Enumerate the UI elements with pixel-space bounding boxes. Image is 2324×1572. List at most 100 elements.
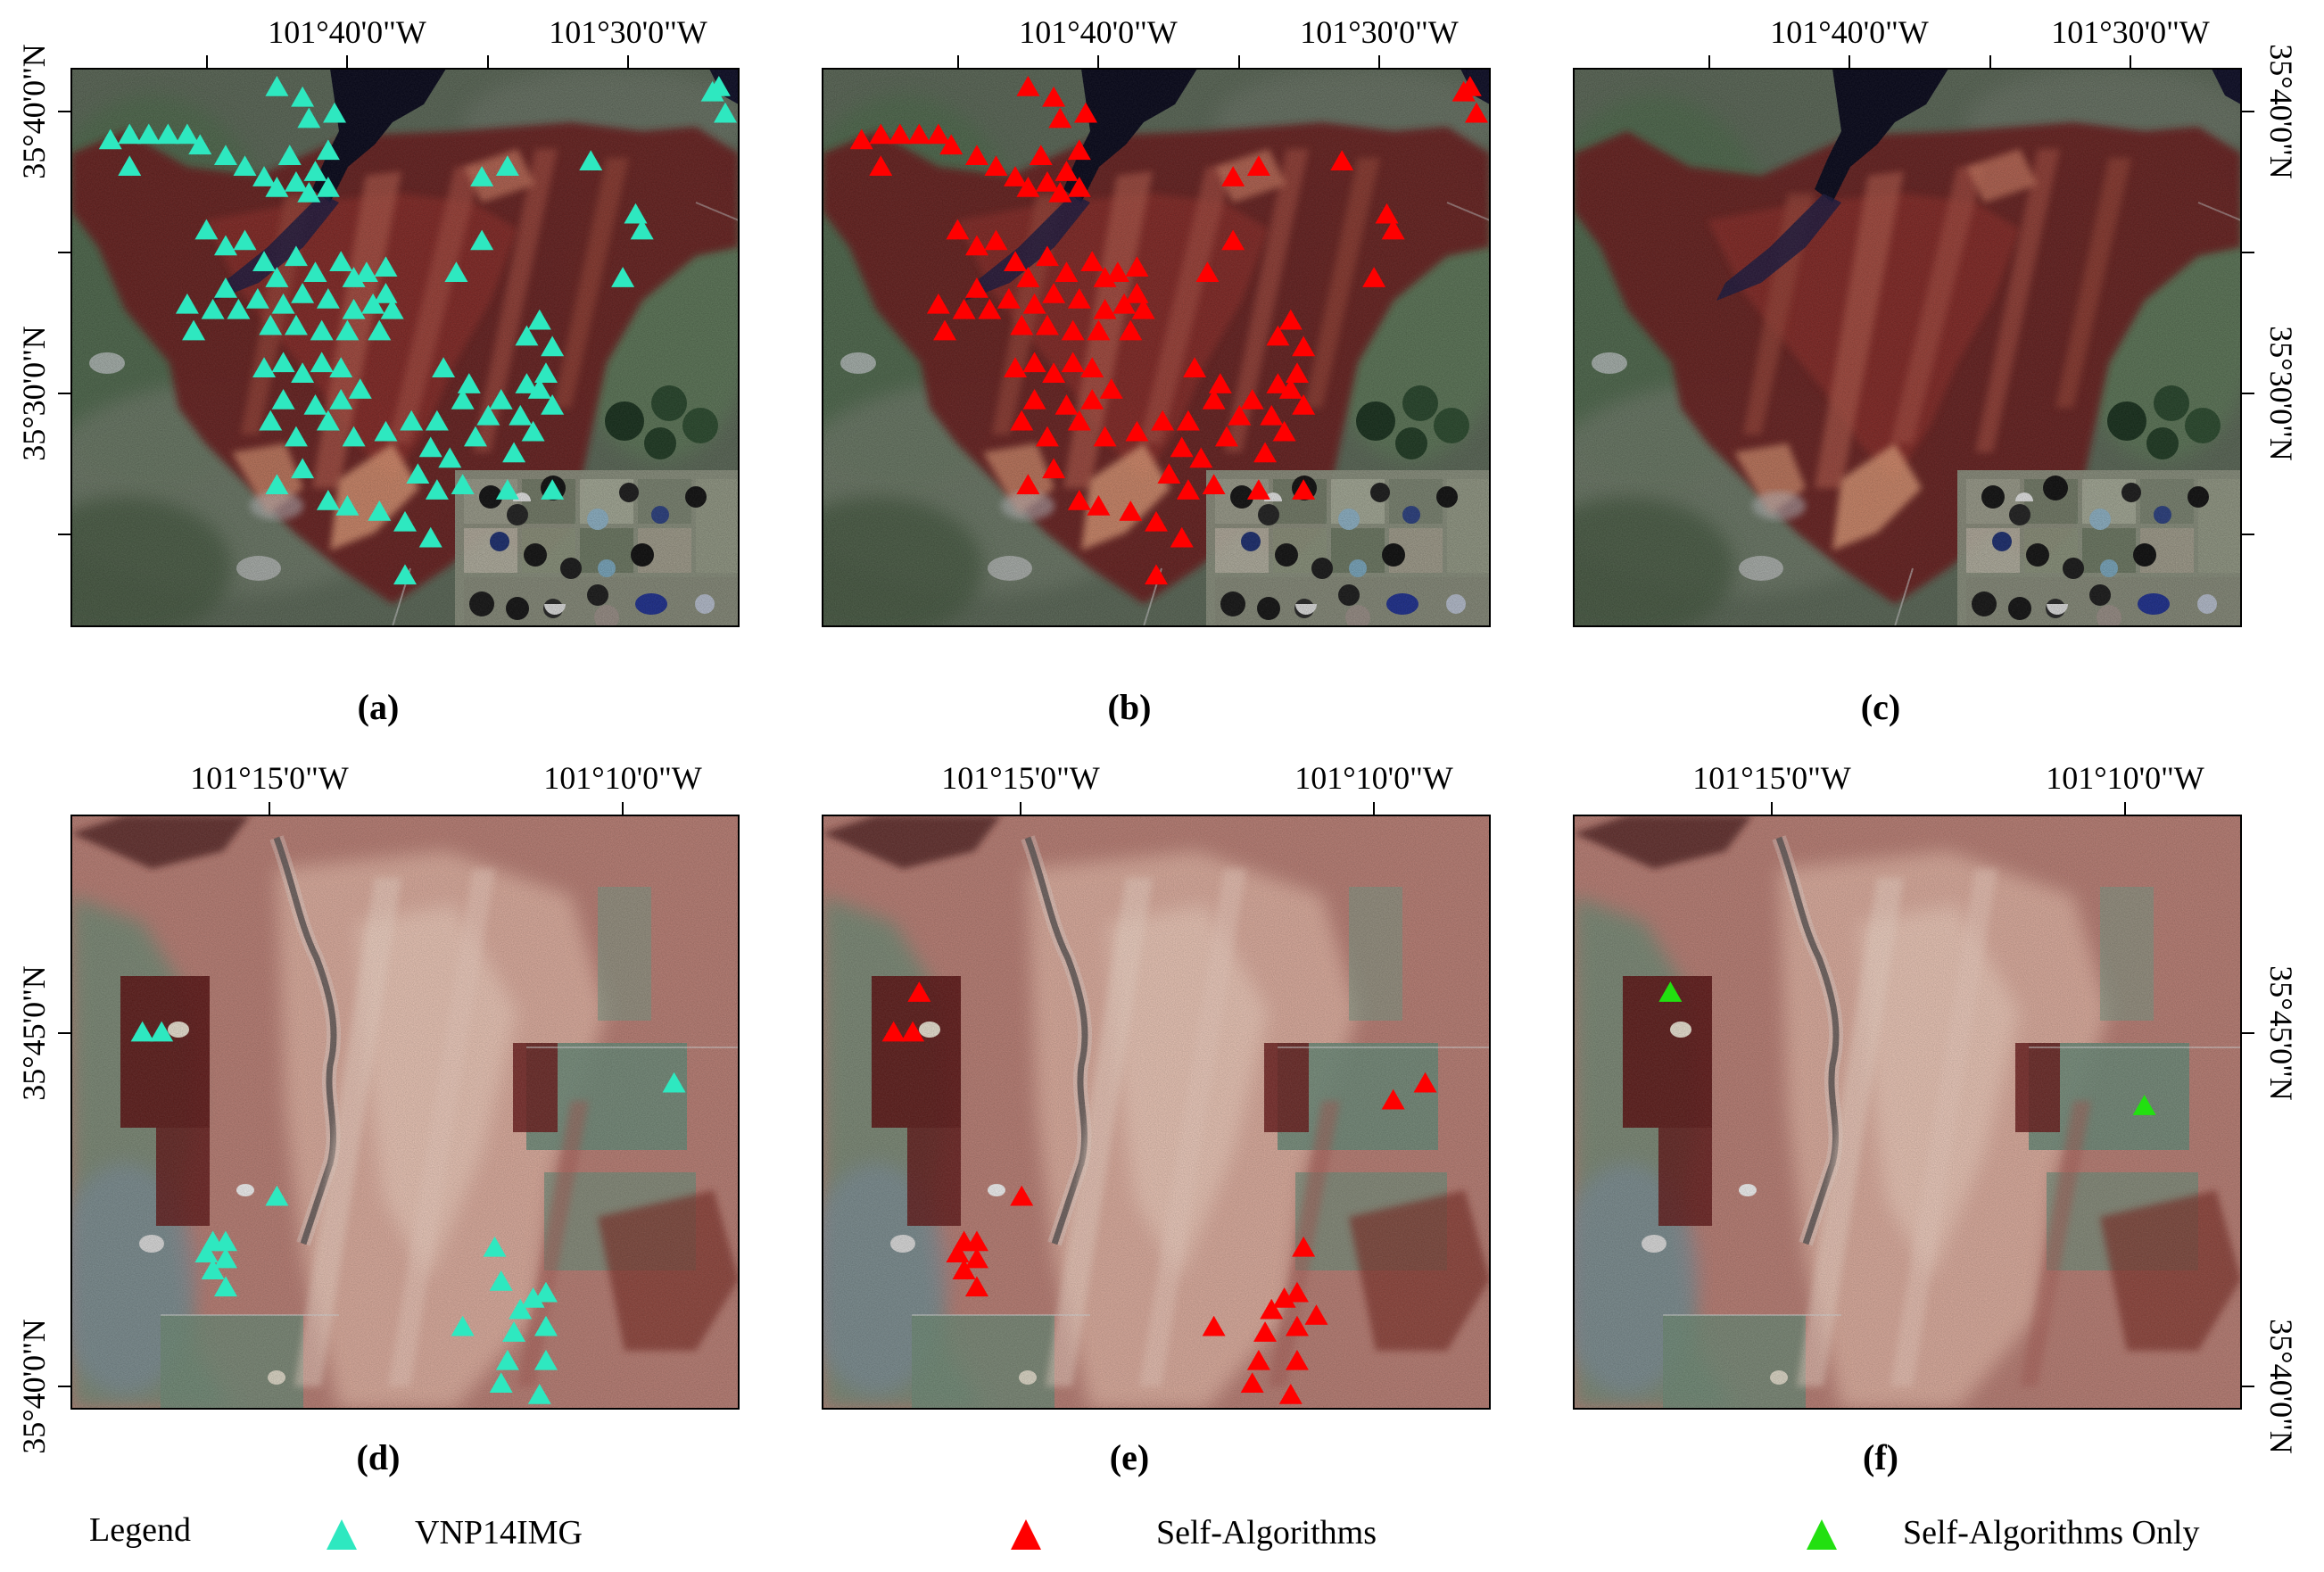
fire-detection-marker (1266, 373, 1290, 393)
fire-detection-marker (182, 319, 206, 341)
fire-detection-marker (406, 463, 430, 484)
fire-detection-marker (926, 123, 950, 145)
fire-detection-marker (213, 235, 237, 256)
fire-detection-marker (291, 283, 315, 303)
fire-detection-marker (425, 479, 449, 500)
fire-detection-marker (354, 261, 378, 282)
fire-detection-marker (1042, 86, 1066, 107)
lon-label-f-1: 101°15'0"W (1692, 760, 1851, 796)
caption-c: (c) (1861, 687, 1900, 727)
fire-detection-marker (233, 155, 257, 176)
fire-detection-marker (1253, 1321, 1278, 1342)
legend-label-self-algorithms-only: Self-Algorithms Only (1903, 1514, 2199, 1551)
lon-label-d-2: 101°10'0"W (543, 760, 702, 796)
fire-detection-marker (984, 155, 1008, 176)
fire-detection-marker (175, 123, 199, 145)
fire-detection-marker (1119, 500, 1143, 521)
fire-detection-marker (1285, 362, 1309, 383)
fire-detection-marker (527, 1384, 551, 1404)
legend-label-vnp14img: VNP14IMG (415, 1514, 583, 1551)
lat-label-right-3: 35°45'0"N (2263, 965, 2299, 1101)
fire-detection-marker (1125, 420, 1149, 442)
fire-detection-marker (271, 352, 295, 373)
fire-detection-marker (451, 474, 475, 494)
fire-detection-marker (1087, 495, 1111, 516)
fire-detection-marker (1016, 267, 1040, 287)
fire-detection-marker (939, 134, 964, 155)
fire-detection-marker (1022, 293, 1046, 314)
map-panel-e (822, 815, 1491, 1410)
fire-detection-marker (1260, 404, 1284, 426)
fire-detection-marker (1157, 463, 1181, 484)
fire-detection-marker (265, 177, 289, 197)
fire-detection-marker (130, 1021, 154, 1042)
fire-detection-marker (259, 314, 283, 335)
fire-detection-marker (1465, 102, 1488, 123)
fire-detection-marker (1125, 256, 1149, 277)
fire-detection-marker (297, 181, 321, 203)
lat-label-right-2: 35°30'0"N (2263, 326, 2299, 461)
lon-label-a-1: 101°40'0"W (268, 14, 426, 50)
caption-a: (a) (358, 687, 400, 727)
fire-detection-marker (1067, 490, 1091, 510)
fire-detection-marker (1093, 298, 1117, 319)
fire-detection-marker (118, 155, 142, 176)
fire-detection-marker (907, 123, 931, 145)
legend: Legend VNP14IMG Self-Algorithms Self-Alg… (89, 1511, 2199, 1551)
fire-detection-marker (533, 362, 558, 383)
legend-title: Legend (89, 1511, 191, 1549)
fire-detection-marker (1067, 177, 1091, 197)
fire-detection-marker (400, 410, 424, 431)
fire-detection-marker (451, 389, 475, 410)
fire-detection-marker (1105, 261, 1129, 282)
fire-detection-marker (1170, 436, 1194, 458)
fire-detection-marker (1029, 145, 1053, 166)
fire-detection-marker (1004, 166, 1028, 186)
fire-detection-marker (418, 436, 442, 458)
fire-detection-marker (303, 393, 327, 415)
fire-detection-marker (1042, 458, 1066, 479)
fire-detection-marker (470, 166, 494, 186)
lat-label-right-4: 35°40'0"N (2263, 1319, 2299, 1454)
caption-f: (f) (1863, 1437, 1898, 1477)
fire-detection-marker (291, 458, 315, 479)
map-panel-f (1573, 815, 2242, 1410)
bottom-row-graticule: 101°15'0"W 101°10'0"W 101°15'0"W 101°10'… (16, 760, 2299, 1454)
fire-detection-marker (1381, 219, 1405, 240)
fire-detection-marker (1246, 479, 1270, 500)
fire-detection-marker (579, 150, 603, 170)
fire-detection-marker (1119, 319, 1143, 341)
fire-detection-marker (1131, 298, 1155, 319)
fire-detection-marker (1221, 229, 1245, 251)
fire-detection-marker (1054, 393, 1079, 415)
fire-detection-marker (662, 1071, 686, 1093)
fire-detection-marker (265, 75, 289, 96)
fire-detection-marker (316, 177, 340, 197)
fire-detection-marker (284, 314, 308, 335)
fire-detection-marker (1067, 410, 1091, 431)
fire-detection-marker (1067, 139, 1091, 161)
fire-detection-marker (1016, 177, 1040, 197)
fire-detection-marker (361, 293, 385, 314)
fire-detection-marker (1010, 1185, 1034, 1206)
fire-detection-marker (1054, 161, 1079, 181)
fire-detection-marker (1048, 107, 1072, 128)
fire-detection-marker (329, 357, 353, 378)
fire-detection-marker (1285, 1315, 1309, 1336)
fire-detection-marker (1285, 1281, 1309, 1303)
fire-detection-marker (901, 1021, 925, 1042)
fire-detection-marker (150, 1021, 174, 1042)
fire-detection-marker (1035, 171, 1059, 192)
legend-marker-self-algorithms (1011, 1519, 1041, 1550)
lon-label-b-1: 101°40'0"W (1019, 14, 1178, 50)
fire-detection-marker (374, 256, 398, 277)
fire-detection-marker (1093, 426, 1117, 447)
fire-detection-marker (98, 128, 122, 150)
fire-detection-marker (1246, 155, 1270, 176)
fire-detection-marker (1246, 1349, 1270, 1370)
fire-detection-marker (277, 145, 302, 166)
fire-detection-marker (1183, 357, 1207, 378)
lat-label-left-3: 35°45'0"N (16, 965, 52, 1101)
fire-detection-marker (1285, 1349, 1309, 1370)
fire-detection-marker (1145, 564, 1168, 585)
